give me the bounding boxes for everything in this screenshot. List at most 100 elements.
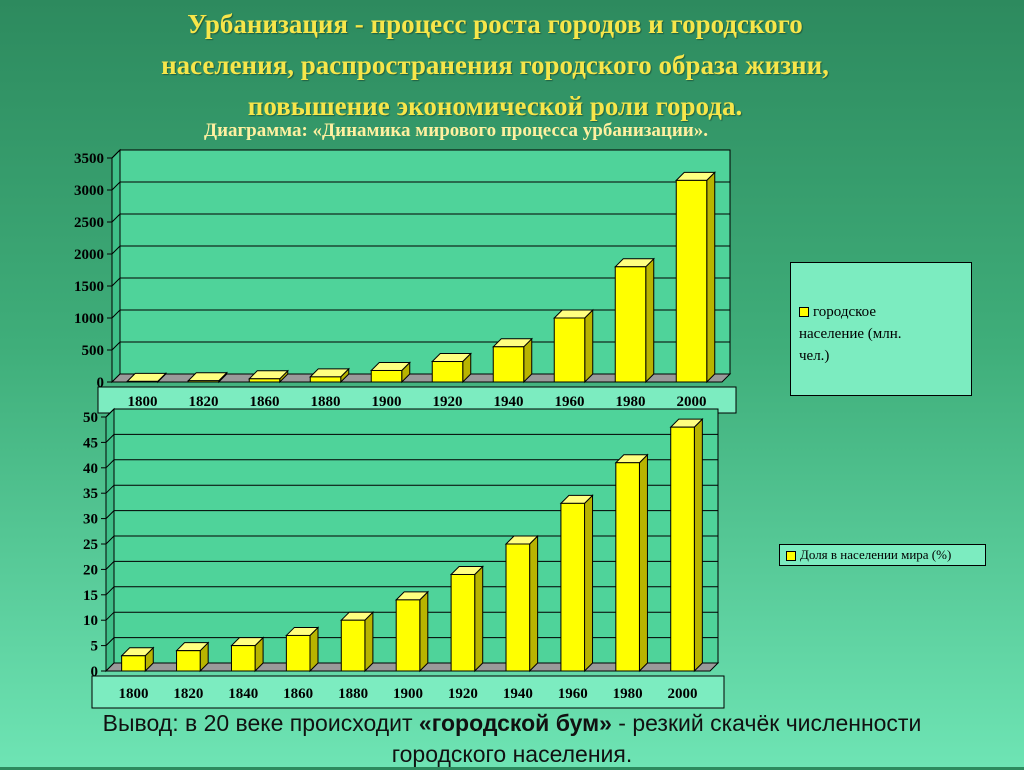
bar-side [529, 534, 539, 673]
conclusion-text: Вывод: в 20 веке происходит «городской б… [0, 708, 1024, 770]
bar [370, 369, 403, 383]
y-tick-label: 1000 [74, 311, 104, 327]
title-line-1: Урбанизация - процесс роста городов и го… [187, 9, 803, 39]
y-tick-label: 50 [83, 410, 98, 426]
x-tick-label: 1860 [250, 394, 280, 410]
conclusion-suffix: - резкий скачёк численности [611, 710, 922, 736]
grid-line [111, 181, 730, 191]
bar [309, 376, 342, 383]
bar-side [584, 308, 594, 384]
x-tick-label: 2000 [668, 686, 698, 702]
x-tick-label: 1900 [393, 686, 423, 702]
bar [614, 266, 647, 383]
x-tick-label: 1880 [311, 394, 341, 410]
y-tick-label: 0 [97, 375, 105, 391]
y-tick-label: 30 [83, 512, 98, 528]
plot-side-wall [111, 148, 121, 384]
x-tick-label: 1820 [189, 394, 219, 410]
y-tick-label: 3000 [74, 183, 104, 199]
x-tick-label: 1940 [494, 394, 524, 410]
y-tick-label: 5 [91, 639, 99, 655]
conclusion-line-1: Вывод: в 20 веке происходит «городской б… [0, 708, 1024, 739]
x-tick-label: 1980 [613, 686, 643, 702]
grid-line [105, 510, 718, 519]
bar [121, 655, 146, 672]
x-tick-label: 1800 [118, 686, 148, 702]
y-tick-label: 25 [83, 537, 98, 553]
conclusion-line-2: городского населения. [391, 741, 633, 767]
bar [492, 346, 525, 383]
bar-side [419, 590, 429, 673]
title-line-2: населения, распространения городского об… [161, 50, 829, 80]
y-tick-label: 0 [91, 664, 99, 680]
x-tick-label: 1880 [338, 686, 368, 702]
urban-share-chart: 0 5 10 15 20 25 30 35 40 45 50 1800 1820 1840 1860 1880… [83, 407, 725, 709]
y-tick-label: 10 [83, 613, 98, 629]
grid-line [111, 213, 730, 223]
y-tick-label: 20 [83, 562, 98, 578]
urban-population-chart: 0 500 1000 1500 2000 2500 3000 3500 1800 1820 1860… [74, 148, 737, 414]
bar-side [364, 610, 374, 673]
bar-side [645, 257, 655, 384]
legend-label-line-1: городское [813, 304, 877, 320]
grid-line [105, 484, 718, 494]
y-tick-label: 35 [83, 486, 98, 502]
bar-side [474, 565, 484, 673]
bar [505, 543, 531, 672]
bar [553, 317, 586, 383]
bar [395, 599, 421, 672]
bar [431, 361, 464, 383]
y-tick-label: 40 [83, 461, 98, 477]
legend-urban-population: городское население (млн. чел.) [790, 262, 972, 396]
x-tick-label: 1900 [372, 394, 402, 410]
slide-title: Урбанизация - процесс роста городов и го… [20, 4, 970, 127]
y-tick-label: 15 [83, 588, 98, 604]
bar-side [638, 453, 648, 673]
chart-subtitle: Диаграмма: «Динамика мирового процесса у… [204, 120, 708, 141]
bar [285, 634, 311, 672]
bar [248, 378, 281, 383]
y-tick-label: 1500 [74, 279, 104, 295]
category-axis-box [91, 675, 725, 709]
x-tick-label: 1960 [555, 394, 585, 410]
grid-line [105, 433, 718, 443]
grid-line [105, 408, 718, 418]
grid-line [111, 309, 730, 319]
x-tick-label: 1860 [283, 686, 313, 702]
conclusion-prefix: Вывод: в 20 веке происходит [102, 710, 419, 736]
bar [560, 502, 586, 672]
legend-label: Доля в населении мира (%) [800, 547, 952, 562]
x-tick-label: 1920 [448, 686, 478, 702]
x-tick-label: 1800 [128, 394, 158, 410]
bar [675, 179, 708, 383]
grid-line [111, 245, 730, 255]
legend-label-line-3: чел.) [799, 348, 830, 364]
bar [450, 573, 476, 672]
bar [340, 619, 366, 672]
grid-line [105, 459, 718, 469]
x-tick-label: 1820 [173, 686, 203, 702]
x-tick-label: 1960 [558, 686, 588, 702]
x-tick-label: 1940 [503, 686, 533, 702]
bar-side [706, 171, 716, 384]
bar [126, 380, 159, 383]
bar-side [584, 494, 594, 673]
bar-side [693, 417, 703, 673]
grid-line [111, 149, 730, 159]
bar [670, 426, 695, 672]
y-tick-label: 45 [83, 435, 98, 451]
legend-swatch-icon [799, 307, 809, 317]
legend-urban-share: Доля в населении мира (%) [779, 544, 986, 566]
x-tick-label: 1920 [433, 394, 463, 410]
title-line-3: повышение экономической роли города. [247, 91, 743, 121]
y-tick-label: 2500 [74, 215, 104, 231]
y-tick-label: 2000 [74, 247, 104, 263]
x-tick-label: 1840 [228, 686, 258, 702]
bar [615, 462, 640, 672]
legend-swatch-icon [786, 551, 796, 562]
y-tick-label: 500 [82, 343, 105, 359]
x-tick-label: 1980 [616, 394, 646, 410]
x-tick-label: 2000 [677, 394, 707, 410]
bar [187, 380, 220, 383]
legend-label-line-2: население (млн. [799, 326, 902, 342]
